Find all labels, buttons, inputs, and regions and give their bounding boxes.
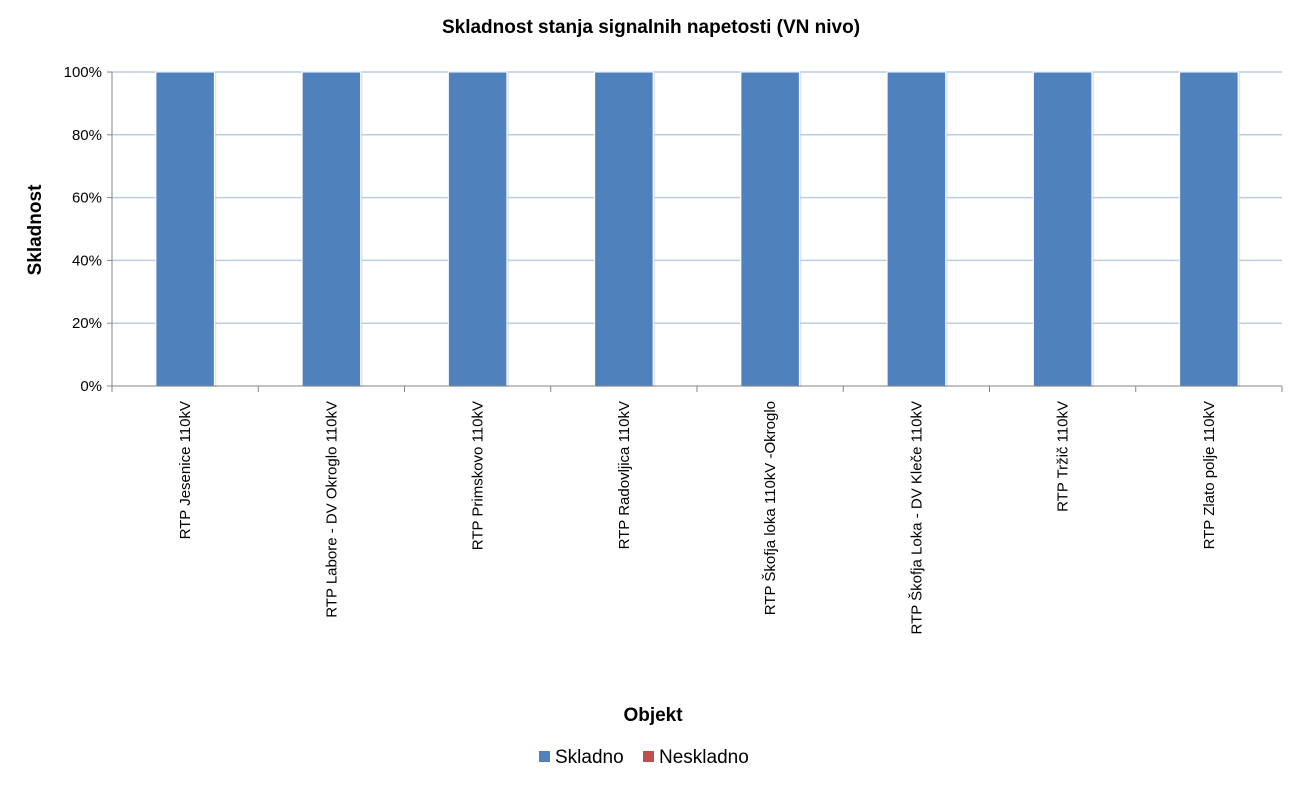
y-tick-label: 20% [72, 315, 102, 332]
legend-label-skladno: Skladno [555, 747, 624, 768]
bar-skladno [301, 71, 362, 387]
y-tick-label: 0% [80, 378, 102, 395]
x-category-label: RTP Škofja loka 110kV -Okroglo [762, 401, 779, 615]
y-tick-label: 80% [72, 127, 102, 144]
x-category-labels: RTP Jesenice 110kV RTP Labore - DV Okrogl… [177, 401, 1218, 634]
bar-skladno [447, 71, 508, 387]
bar-skladno [1032, 71, 1093, 387]
legend-label-neskladno: Neskladno [659, 747, 749, 768]
x-category-label: RTP Tržič 110kV [1055, 401, 1072, 512]
y-tick-label: 100% [64, 64, 102, 81]
chart-title: Skladnost stanja signalnih napetosti (VN… [442, 17, 860, 38]
x-axis-title: Objekt [623, 705, 683, 726]
x-category-label: RTP Primskovo 110kV [470, 401, 487, 550]
x-category-label: RTP Radovljica 110kV [616, 401, 633, 549]
x-category-label: RTP Zlato polje 110kV [1201, 401, 1218, 549]
legend-swatch-skladno [539, 751, 550, 762]
bar-skladno [740, 71, 800, 387]
bar-skladno [1179, 71, 1239, 387]
bars [155, 71, 1241, 387]
bar-skladno [155, 71, 215, 387]
y-tick-label: 40% [72, 252, 102, 269]
bar-skladno [886, 71, 947, 387]
legend-swatch-neskladno [643, 751, 654, 762]
bar-skladno [594, 71, 654, 387]
y-axis-title: Skladnost [25, 184, 46, 275]
legend: Skladno Neskladno [539, 747, 749, 768]
x-category-label: RTP Škofja Loka - DV Kleče 110kV [908, 401, 925, 634]
y-tick-labels: 0% 20% 40% 60% 80% 100% [64, 64, 102, 395]
x-category-label: RTP Jesenice 110kV [177, 401, 194, 539]
y-tick-label: 60% [72, 190, 102, 207]
axes [107, 71, 1283, 392]
gridlines [112, 71, 1282, 324]
x-category-label: RTP Labore - DV Okroglo 110kV [323, 401, 340, 618]
